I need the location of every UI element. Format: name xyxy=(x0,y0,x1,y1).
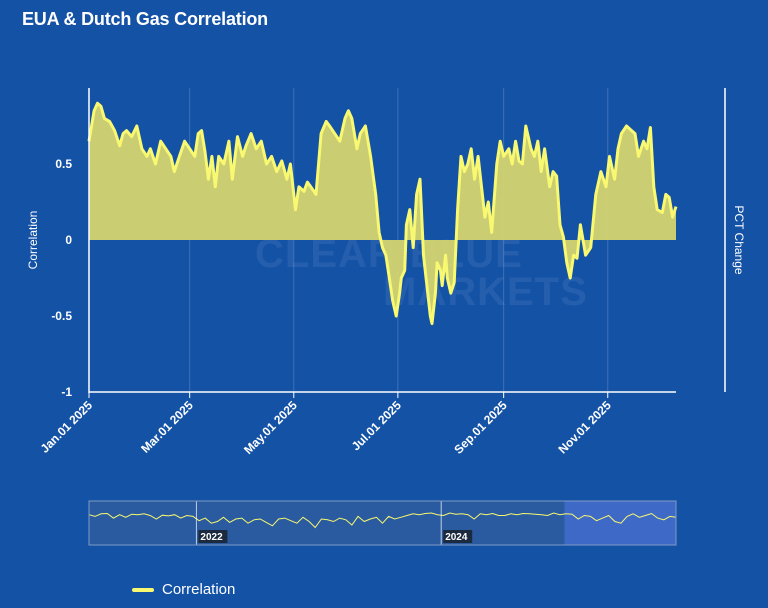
series-layer xyxy=(87,101,678,326)
navigator-year-label: 2024 xyxy=(445,532,468,543)
y-tick-label: -1 xyxy=(61,385,72,399)
y-tick-label: 0 xyxy=(65,233,72,247)
x-tick-label: Sep.01 2025 xyxy=(451,398,510,457)
navigator-frame xyxy=(88,500,677,546)
legend[interactable]: Correlation xyxy=(132,581,235,598)
navigator-year-badge xyxy=(443,530,473,543)
navigator-year-badge xyxy=(198,530,228,543)
chart-title: EUA & Dutch Gas Correlation xyxy=(22,9,268,29)
navigator-year-labels: 2022 2024 xyxy=(195,501,473,545)
legend-swatch xyxy=(132,587,154,592)
x-tick-label: Jan.01 2025 xyxy=(38,398,96,456)
x-axis-ticks: Jan.01 2025 Mar.01 2025 May.01 2025 Jul.01 … xyxy=(38,392,615,457)
x-tick-label: Jul.01 2025 xyxy=(349,398,404,453)
navigator-year-label: 2022 xyxy=(200,532,223,543)
y-axis-ticks: 0.5 0 -0.5 -1 xyxy=(51,157,72,399)
y-axis-right-title: PCT Change xyxy=(732,205,746,274)
correlation-line[interactable] xyxy=(87,101,678,326)
x-tick-label: Nov.01 2025 xyxy=(556,398,615,457)
correlation-area xyxy=(89,103,676,324)
y-tick-label: 0.5 xyxy=(55,157,72,171)
navigator[interactable]: 2022 2024 xyxy=(88,500,677,546)
watermark-line-2: MARKETS xyxy=(383,270,588,314)
y-tick-label: -0.5 xyxy=(51,309,72,323)
axes xyxy=(88,88,726,393)
x-tick-label: May.01 2025 xyxy=(241,398,300,457)
x-tick-label: Mar.01 2025 xyxy=(138,398,196,456)
navigator-series-line xyxy=(88,512,677,529)
legend-label: Correlation xyxy=(162,581,236,598)
y-axis-title: Correlation xyxy=(26,211,40,270)
